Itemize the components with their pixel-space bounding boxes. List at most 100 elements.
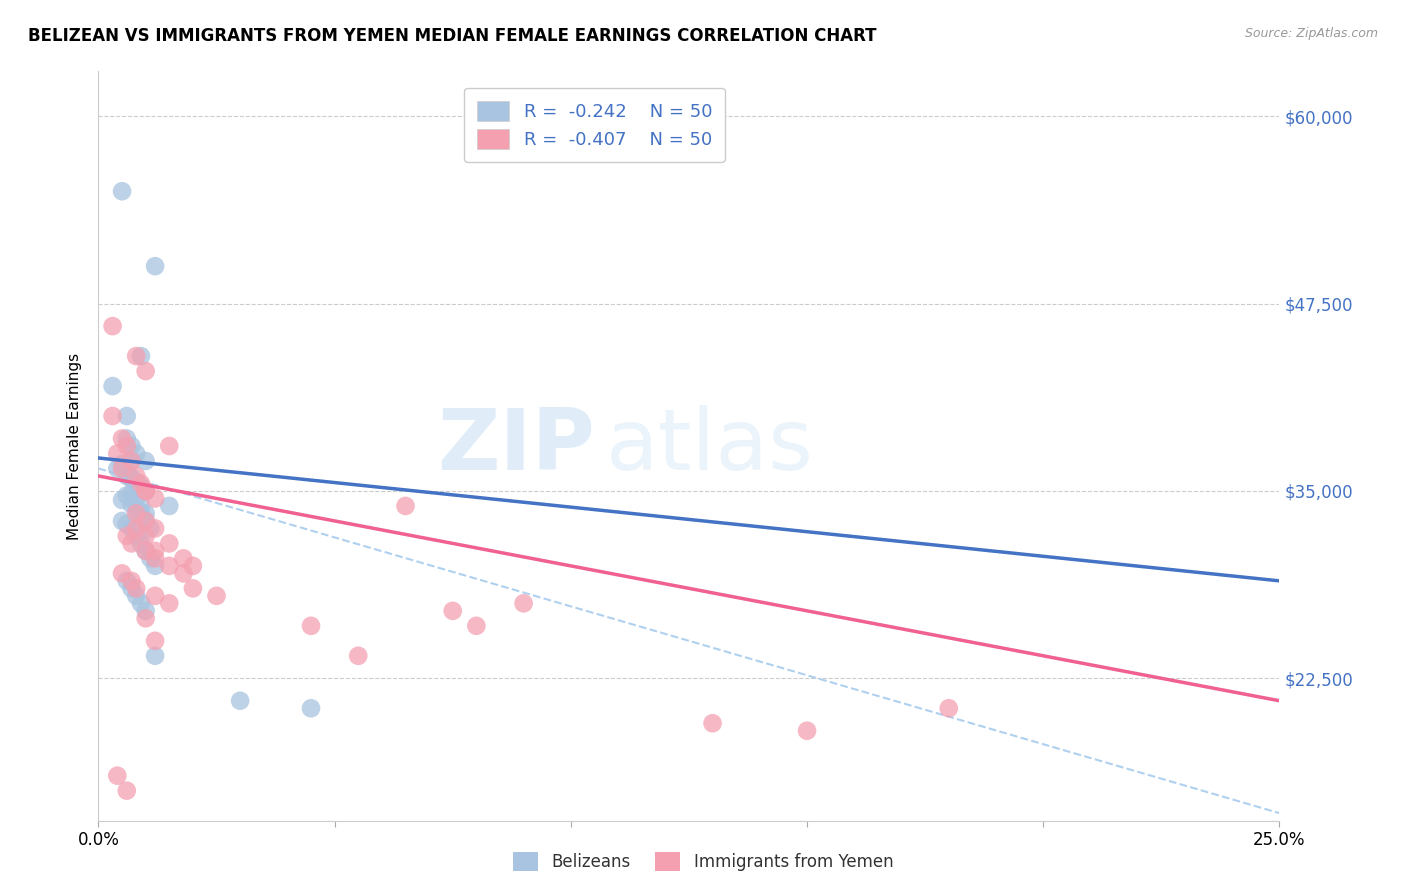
Point (157, 439, 180, 453)
Point (347, 648, 370, 663)
Point (115, 439, 138, 453)
Point (125, 446, 148, 460)
Point (115, 529, 138, 543)
Point (135, 544, 157, 558)
Point (229, 694, 252, 708)
Text: atlas: atlas (606, 404, 814, 488)
Point (125, 589, 148, 603)
Point (143, 633, 166, 648)
Point (129, 499, 152, 513)
Point (135, 483, 157, 498)
Point (181, 558, 204, 573)
Point (205, 589, 228, 603)
Point (135, 483, 157, 498)
Point (512, 596, 534, 610)
Point (129, 479, 152, 493)
Point (135, 544, 157, 558)
Point (115, 466, 138, 480)
Point (143, 521, 166, 535)
Point (121, 454, 143, 468)
Point (139, 521, 162, 535)
Point (125, 507, 148, 521)
Point (129, 596, 152, 610)
Point (111, 492, 134, 507)
Point (121, 439, 143, 453)
Point (105, 769, 128, 783)
Point (125, 521, 148, 535)
Point (135, 514, 157, 528)
Point (143, 589, 166, 603)
Point (101, 379, 124, 393)
Point (111, 514, 134, 528)
Point (135, 483, 157, 498)
Point (157, 596, 180, 610)
Point (157, 558, 180, 573)
Point (465, 619, 488, 633)
Point (135, 483, 157, 498)
Point (101, 409, 124, 423)
Point (135, 364, 157, 378)
Point (111, 457, 134, 471)
Point (135, 454, 157, 468)
Point (111, 566, 134, 581)
Point (702, 716, 724, 731)
Point (139, 551, 162, 566)
Point (121, 536, 143, 550)
Y-axis label: Median Female Earnings: Median Female Earnings (67, 352, 83, 540)
Point (121, 574, 143, 588)
Point (143, 551, 166, 566)
Point (143, 544, 166, 558)
Point (115, 469, 138, 483)
Point (796, 723, 818, 738)
Point (115, 574, 138, 588)
Point (115, 516, 138, 531)
Point (111, 432, 134, 446)
Point (121, 521, 143, 535)
Point (135, 514, 157, 528)
Point (105, 461, 128, 475)
Point (121, 498, 143, 512)
Point (172, 566, 194, 581)
Point (121, 582, 143, 596)
Point (125, 469, 148, 483)
Point (394, 499, 416, 513)
Point (111, 461, 134, 475)
Point (121, 487, 143, 501)
Point (121, 472, 143, 486)
Point (135, 611, 157, 625)
Point (121, 470, 143, 484)
Point (938, 701, 960, 715)
Text: ZIP: ZIP (437, 404, 595, 488)
Point (125, 475, 148, 489)
Point (172, 551, 194, 566)
Point (125, 476, 148, 491)
Point (135, 529, 157, 543)
Legend: R =  -0.242    N = 50, R =  -0.407    N = 50: R = -0.242 N = 50, R = -0.407 N = 50 (464, 88, 725, 162)
Point (115, 409, 138, 423)
Point (157, 499, 180, 513)
Point (125, 582, 148, 596)
Point (125, 529, 148, 543)
Point (299, 619, 322, 633)
Point (115, 783, 138, 797)
Point (129, 507, 152, 521)
Point (129, 536, 152, 550)
Point (129, 476, 152, 491)
Point (135, 604, 157, 618)
Point (115, 432, 138, 446)
Point (129, 481, 152, 495)
Point (143, 259, 166, 273)
Point (125, 349, 148, 363)
Point (143, 648, 166, 663)
Point (157, 536, 180, 550)
Text: BELIZEAN VS IMMIGRANTS FROM YEMEN MEDIAN FEMALE EARNINGS CORRELATION CHART: BELIZEAN VS IMMIGRANTS FROM YEMEN MEDIAN… (28, 27, 876, 45)
Point (125, 491, 148, 506)
Legend: Belizeans, Immigrants from Yemen: Belizeans, Immigrants from Yemen (505, 843, 901, 880)
Point (101, 319, 124, 334)
Point (181, 582, 204, 596)
Point (135, 507, 157, 521)
Point (143, 491, 166, 506)
Point (299, 701, 322, 715)
Point (125, 502, 148, 516)
Point (105, 446, 128, 460)
